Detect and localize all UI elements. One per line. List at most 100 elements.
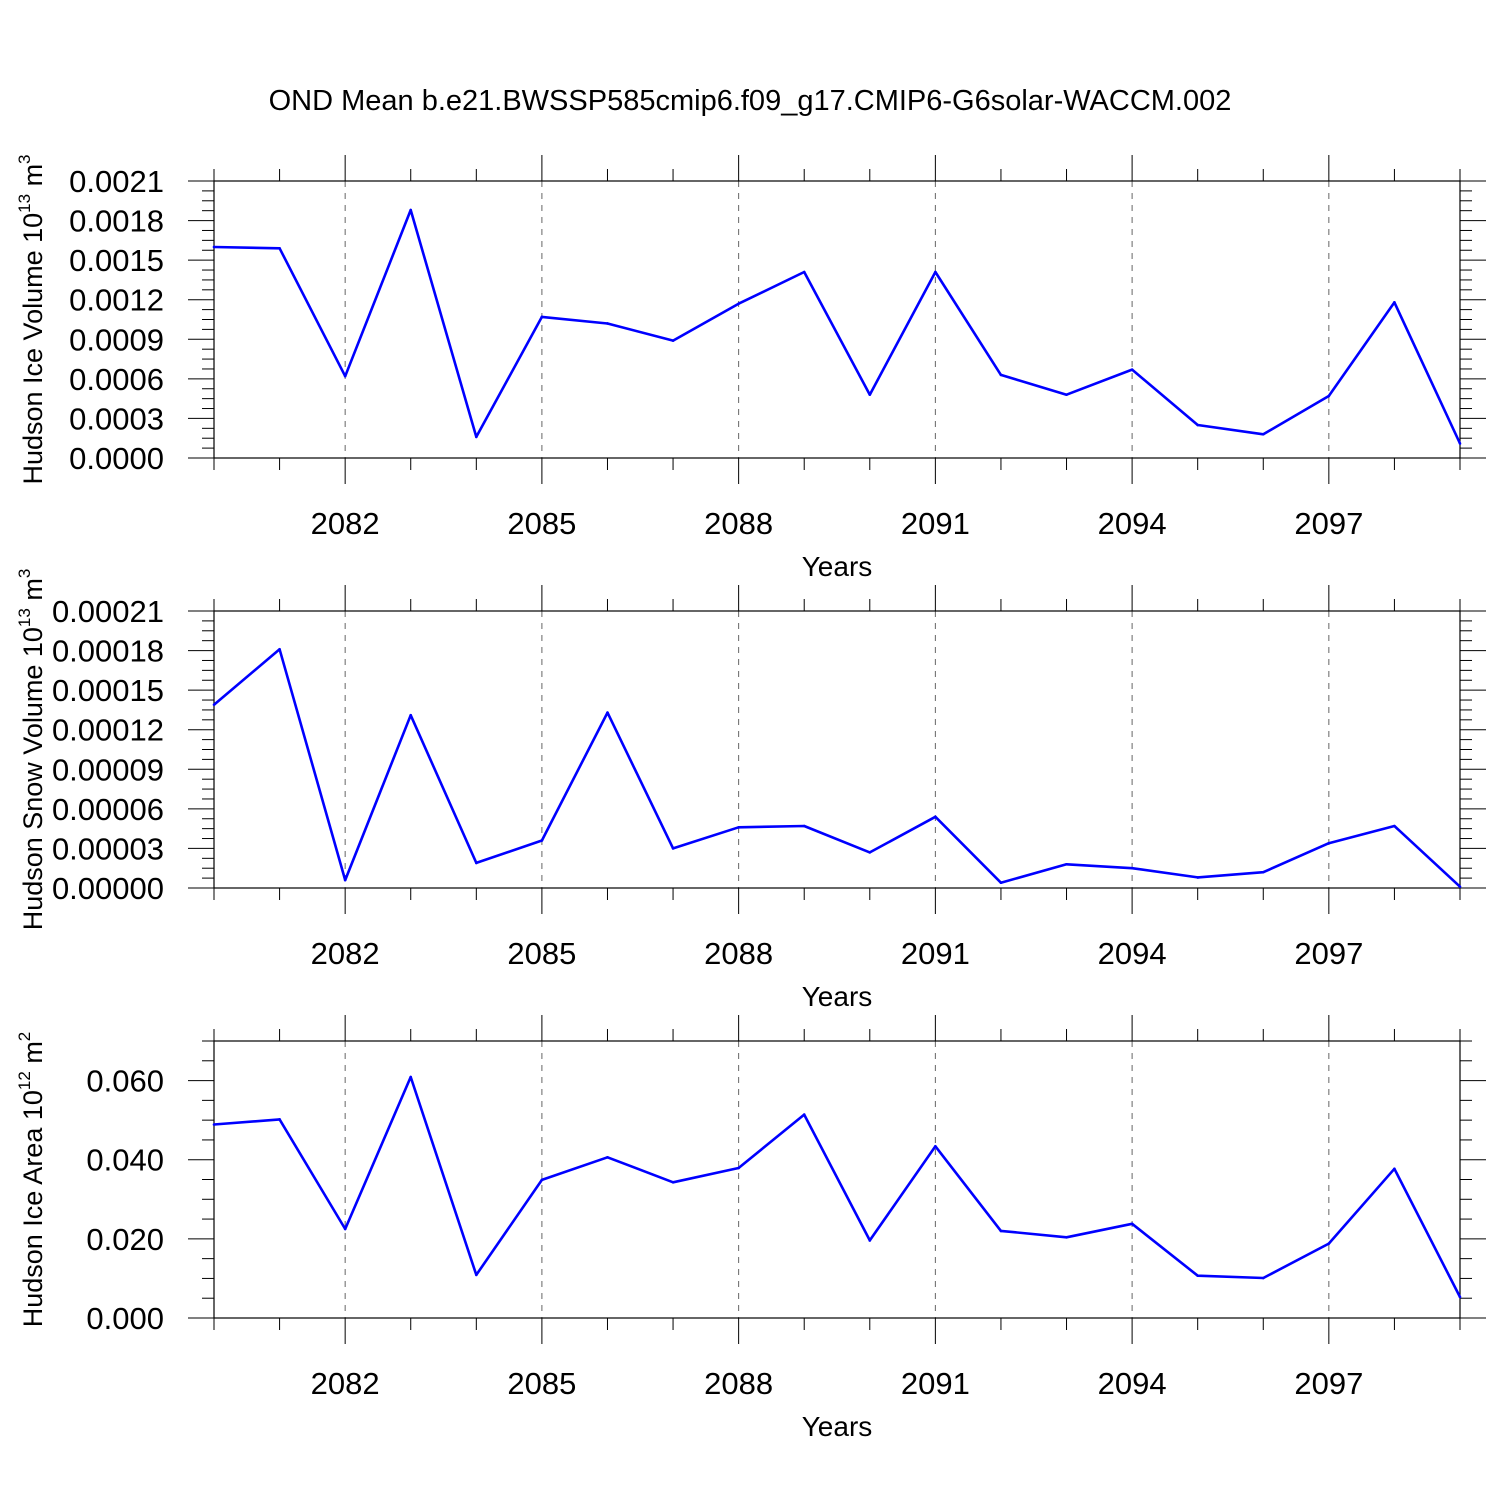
data-point [671, 847, 675, 850]
x-tick-label: 2091 [901, 506, 970, 541]
data-point [606, 711, 609, 714]
data-point [999, 373, 1003, 377]
data-point [934, 1144, 937, 1148]
y-tick-label: 0.00003 [52, 831, 164, 866]
data-point [671, 1180, 675, 1184]
y-tick-label: 0.00015 [52, 673, 164, 708]
data-point [1458, 885, 1462, 888]
x-tick-label: 2091 [901, 1366, 970, 1401]
x-tick-label: 2097 [1294, 1366, 1363, 1401]
y-tick-label: 0.00006 [52, 792, 164, 827]
plot-frame [213, 180, 1461, 459]
y-axis-label-superscript: 3 [15, 569, 34, 578]
y-axis-label-text: m [18, 164, 48, 194]
data-point [934, 815, 937, 819]
plot-frame [213, 610, 1461, 889]
x-tick-label: 2082 [311, 506, 380, 541]
x-tick-label: 2082 [311, 936, 380, 971]
data-point [606, 1156, 609, 1159]
data-point [999, 1229, 1003, 1233]
data-point [1196, 876, 1199, 879]
x-tick-label: 2085 [507, 506, 576, 541]
data-point [1065, 862, 1068, 866]
x-tick-label: 2097 [1294, 506, 1363, 541]
y-tick-label: 0.0018 [69, 204, 164, 239]
data-line-series-1 [213, 208, 1462, 445]
chart-panel-3: 0.000 0.020 0.040 0.060 2082 2085 2088 2091 2094… [15, 1015, 1486, 1442]
data-point [934, 270, 937, 274]
x-tick-label: 2088 [704, 936, 773, 971]
data-point [1196, 423, 1199, 427]
data-point [540, 839, 544, 842]
data-point [606, 322, 609, 325]
y-tick-label: 0.020 [86, 1222, 164, 1257]
data-point [475, 861, 478, 865]
y-axis-label-text: Hudson Ice Area 10 [18, 1090, 48, 1327]
y-axis-label: Hudson Ice Area 1012 m2 [15, 1032, 48, 1328]
y-tick-label: 0.060 [86, 1064, 164, 1099]
data-point [1327, 1242, 1331, 1245]
x-tick-label: 2085 [507, 1366, 576, 1401]
data-point [1458, 442, 1462, 445]
data-point [1327, 841, 1331, 845]
y-axis-label: Hudson Ice Volume 1013 m3 [15, 154, 48, 484]
y-tick-label: 0.00021 [52, 594, 164, 629]
y-axis-label-superscript: 2 [15, 1032, 34, 1041]
data-point [1458, 1295, 1462, 1299]
data-point [1261, 432, 1265, 436]
y-tick-label: 0.00012 [52, 713, 164, 748]
data-point [343, 1227, 347, 1231]
data-point [1130, 368, 1134, 371]
x-tick-label: 2085 [507, 936, 576, 971]
figure-title: OND Mean b.e21.BWSSP585cmip6.f09_g17.CMI… [269, 85, 1232, 117]
y-tick-label: 0.040 [86, 1143, 164, 1178]
y-tick-label: 0.0006 [69, 362, 164, 397]
data-point [343, 374, 347, 378]
data-point [212, 703, 216, 706]
y-axis-label-superscript: 12 [15, 1071, 34, 1090]
y-tick-label: 0.0003 [69, 401, 164, 436]
data-point [409, 1075, 413, 1079]
data-point [868, 851, 872, 854]
data-point [409, 713, 413, 717]
y-tick-label: 0.00000 [52, 871, 164, 906]
panels: 0.00000.00030.00060.00090.00120.00150.00… [15, 154, 1486, 1442]
data-point [1327, 394, 1331, 398]
data-point [278, 1118, 281, 1121]
data-point [1065, 393, 1068, 396]
x-tick-label: 2094 [1098, 506, 1167, 541]
data-line-series-1 [213, 1075, 1462, 1298]
y-axis-label-text: Hudson Snow Volume 10 [18, 627, 48, 930]
y-tick-label: 0.0021 [69, 164, 164, 199]
x-tick-label: 2091 [901, 936, 970, 971]
x-tick-label: 2094 [1098, 1366, 1167, 1401]
data-point [999, 881, 1003, 885]
y-axis-label: Hudson Snow Volume 1013 m3 [15, 569, 48, 931]
data-line-series-1 [213, 647, 1461, 888]
x-tick-label: 2097 [1294, 936, 1363, 971]
x-tick-label: 2088 [704, 506, 773, 541]
data-point [540, 315, 544, 319]
y-axis-label-superscript: 3 [15, 154, 34, 163]
y-tick-label: 0.0015 [69, 243, 164, 278]
y-tick-label: 0.000 [86, 1301, 164, 1336]
data-point [1261, 870, 1265, 874]
y-axis-label-superscript: 13 [15, 194, 34, 213]
y-tick-label: 0.0012 [69, 283, 164, 318]
data-point [802, 824, 806, 828]
y-tick-label: 0.0000 [69, 441, 164, 476]
data-point [278, 246, 281, 250]
y-axis-label-superscript: 13 [15, 608, 34, 627]
data-point [802, 1113, 806, 1116]
data-point [475, 1273, 478, 1277]
x-axis-label: Years [802, 551, 873, 582]
data-point [1196, 1274, 1199, 1277]
data-point [343, 878, 347, 882]
data-point [1393, 1167, 1396, 1171]
y-tick-label: 0.00009 [52, 752, 164, 787]
x-axis-label: Years [802, 1411, 873, 1442]
data-point [671, 339, 675, 342]
data-point [1393, 824, 1396, 828]
data-point [737, 826, 740, 829]
